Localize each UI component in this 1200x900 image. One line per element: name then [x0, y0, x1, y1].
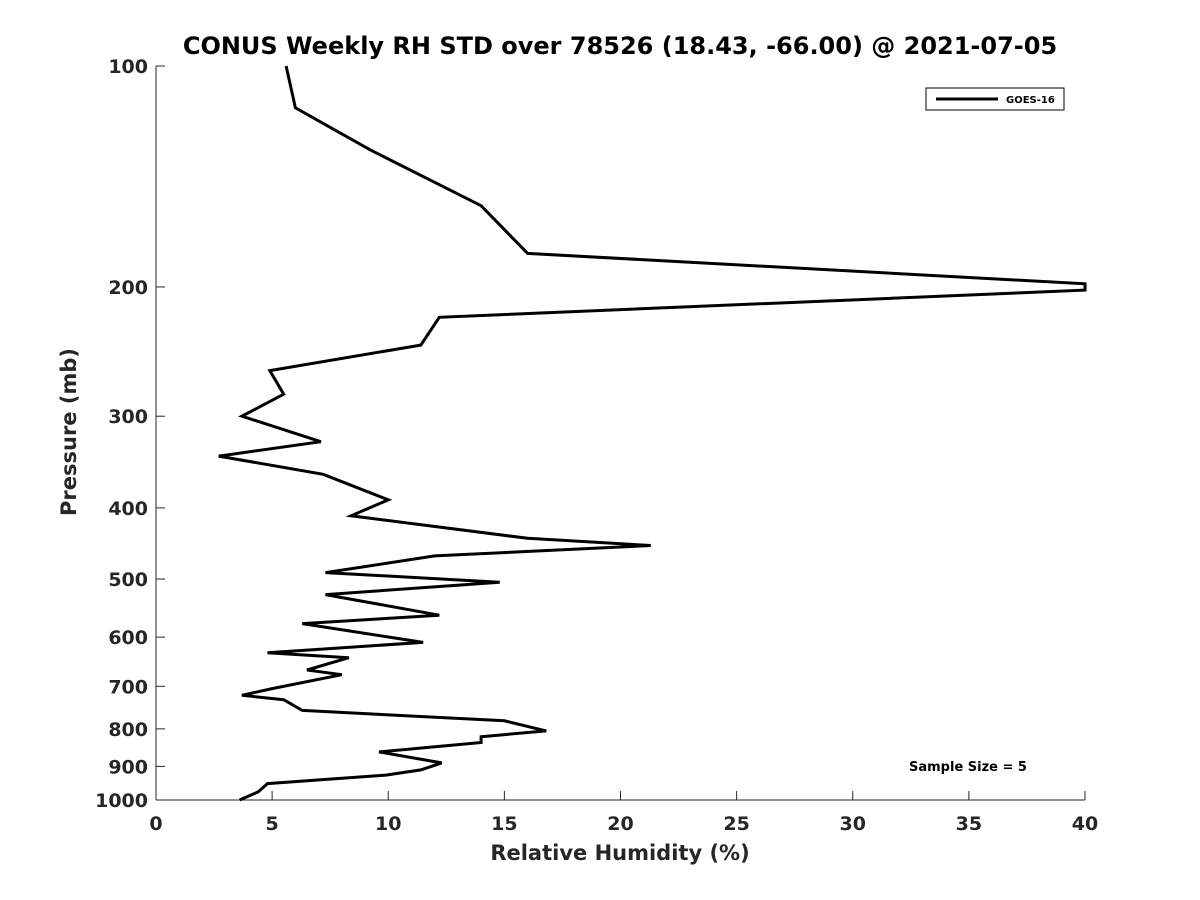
x-tick-label: 40 [1072, 813, 1098, 835]
y-tick-label: 900 [108, 756, 148, 778]
y-tick-label: 500 [108, 569, 148, 591]
x-tick-label: 20 [607, 813, 633, 835]
y-tick-label: 200 [108, 277, 148, 299]
y-tick-label: 400 [108, 498, 148, 520]
y-axis-ticks: 100 200 300 400 500 600 700 800 900 1000 [95, 56, 165, 812]
chart-title: CONUS Weekly RH STD over 78526 (18.43, -… [183, 32, 1057, 60]
x-tick-label: 25 [723, 813, 749, 835]
x-tick-label: 30 [840, 813, 866, 835]
series-layer [218, 65, 1087, 802]
x-tick-label: 5 [266, 813, 279, 835]
x-axis-ticks: 0 5 10 15 20 25 30 35 40 [149, 791, 1098, 835]
y-tick-label: 700 [108, 676, 148, 698]
x-tick-label: 35 [956, 813, 982, 835]
y-tick-label: 100 [108, 56, 148, 78]
legend-label-goes-16: GOES-16 [1006, 95, 1055, 106]
x-tick-label: 15 [491, 813, 517, 835]
y-tick-label: 300 [108, 406, 148, 428]
x-axis-label: Relative Humidity (%) [490, 841, 749, 865]
y-tick-label: 800 [108, 719, 148, 741]
axes-frame [155, 66, 1085, 801]
x-tick-label: 0 [149, 813, 162, 835]
y-tick-label: 1000 [95, 790, 148, 812]
sample-size-annotation: Sample Size = 5 [909, 760, 1027, 775]
legend: GOES-16 [925, 87, 1065, 111]
y-tick-label: 600 [108, 627, 148, 649]
y-axis-label: Pressure (mb) [57, 348, 81, 516]
x-tick-label: 10 [375, 813, 401, 835]
